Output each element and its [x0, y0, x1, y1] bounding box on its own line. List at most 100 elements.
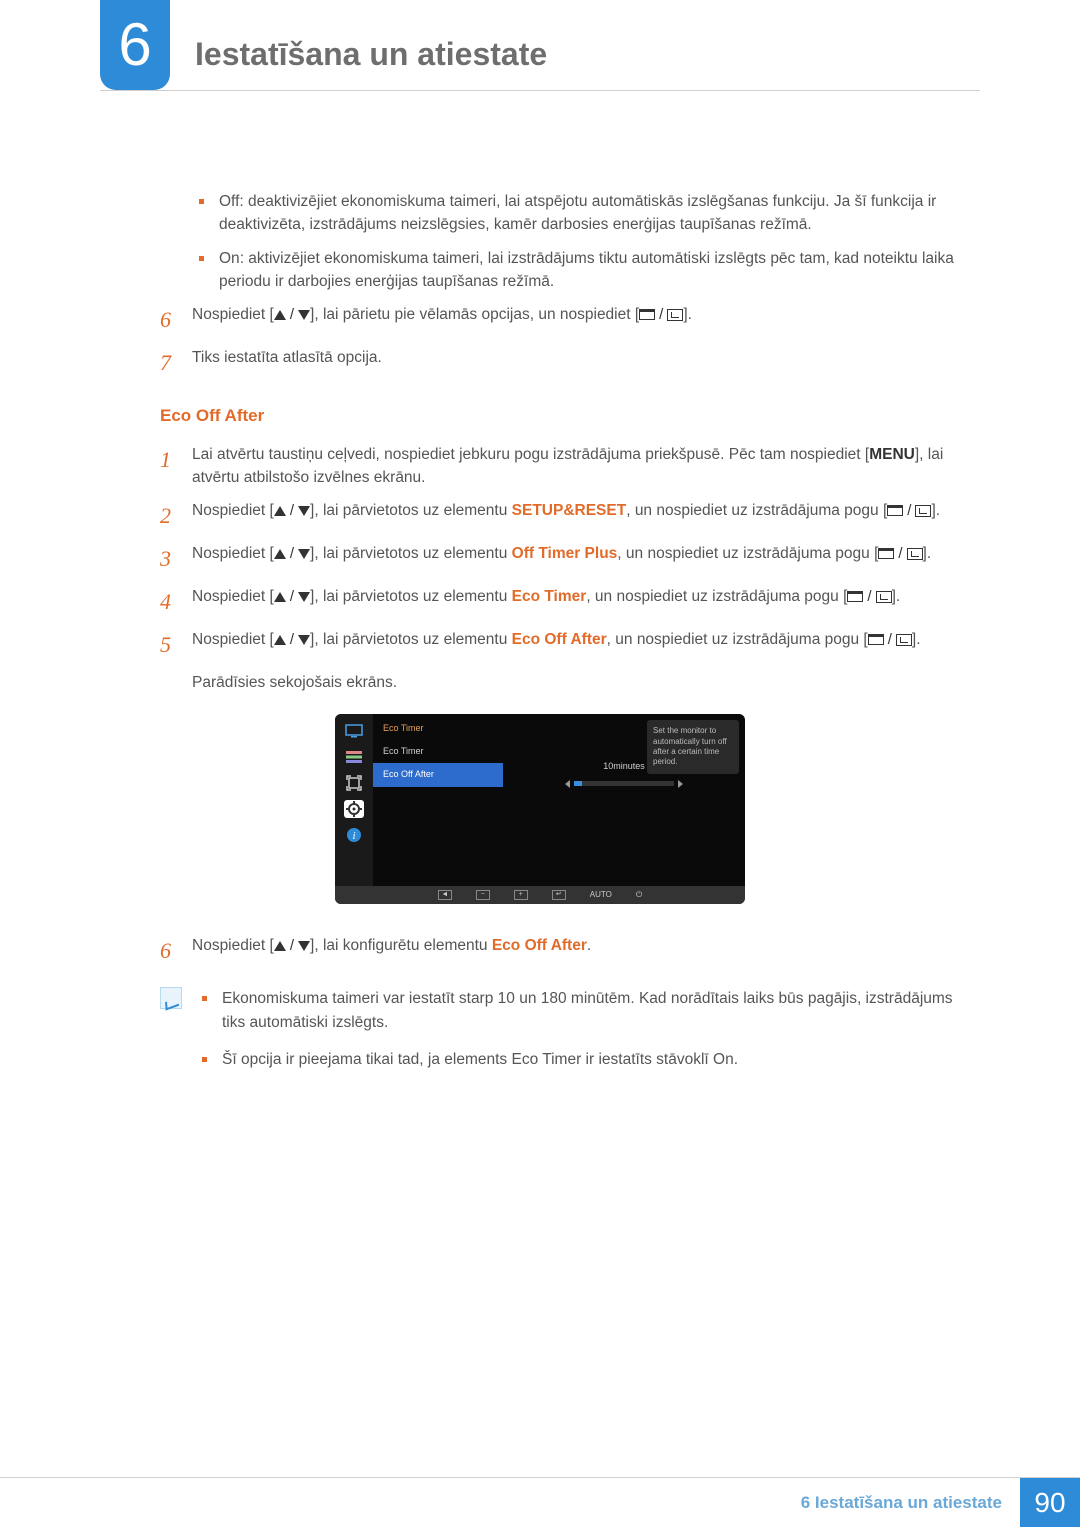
text: ir iestatīts stāvoklī [581, 1051, 713, 1068]
power-icon: ⏻ [636, 889, 642, 901]
subheading-eco-off-after: Eco Off After [160, 403, 980, 429]
text: ]. [923, 545, 932, 562]
text: . [734, 1051, 738, 1068]
step-6-bottom: 6 Nospiediet [/], lai konfigurētu elemen… [160, 934, 980, 967]
text: ], lai pārietu pie vēlamās opcijas, un n… [310, 306, 639, 323]
osd-item-eco-off-after: Eco Off After [373, 763, 503, 787]
step-num: 7 [160, 346, 192, 379]
osd-menu-screenshot: i Eco Timer Eco Timer Eco Off After 10mi… [335, 714, 745, 904]
enter-icon: / [639, 304, 683, 327]
osd-slider [503, 780, 745, 788]
text: Nospiediet [ [192, 937, 274, 954]
updown-icon: / [274, 586, 310, 609]
text: ], lai pārvietotos uz elementu [310, 588, 512, 605]
step-body: Nospiediet [/], lai pārvietotos uz eleme… [192, 542, 980, 565]
chapter-title: Iestatīšana un atiestate [195, 30, 547, 78]
step-num: 6 [160, 303, 192, 336]
step-6-top: 6 Nospiediet [ /], lai pārietu pie vēlamā… [160, 303, 980, 336]
text: Nospiediet [ [192, 306, 274, 323]
updown-icon: / [274, 629, 310, 652]
hl: Eco Timer [512, 588, 587, 605]
osd-item-eco-timer: Eco Timer [373, 740, 503, 764]
on-text: : aktivizējiet ekonomiskuma taimeri, lai… [219, 250, 954, 290]
step-body: Nospiediet [/], lai pārvietotos uz eleme… [192, 628, 980, 651]
step-body: Nospiediet [ / ], lai pārvietotos uz eleme… [192, 499, 980, 522]
osd-bottom-bar: ◄ − + ↵ AUTO ⏻ [335, 886, 745, 904]
text: ]. [931, 502, 940, 519]
step-num: 5 [160, 628, 192, 661]
gear-icon [344, 800, 364, 818]
enter-icon: / [878, 543, 922, 566]
hl: Off Timer Plus [512, 545, 618, 562]
osd-menu-list: Eco Timer Eco Timer Eco Off After [373, 714, 503, 886]
left-arrow-icon [565, 780, 570, 788]
list-icon [344, 748, 364, 766]
text: , un nospiediet uz izstrādājuma pogu [ [586, 588, 847, 605]
step-body: Nospiediet [ /], lai pārietu pie vēlamās … [192, 303, 980, 326]
footer-page: 90 [1020, 1478, 1080, 1527]
note-1: Ekonomiskuma taimeri var iestatīt starp … [198, 987, 980, 1034]
step-num: 4 [160, 585, 192, 618]
osd-menu-title: Eco Timer [373, 718, 503, 740]
text: Nospiediet [ [192, 631, 274, 648]
text: Nospiediet [ [192, 502, 274, 519]
step-3: 3 Nospiediet [/], lai pārvietotos uz ele… [160, 542, 980, 575]
text: . [587, 937, 591, 954]
step-7-top: 7 Tiks iestatīta atlasītā opcija. [160, 346, 980, 379]
note-2: Šī opcija ir pieejama tikai tad, ja elem… [198, 1048, 980, 1071]
svg-text:i: i [352, 830, 355, 842]
enter-icon: / [868, 629, 912, 652]
step-num: 3 [160, 542, 192, 575]
slider-fill [574, 781, 582, 786]
chapter-tab: 6 [100, 0, 170, 90]
hl: SETUP&RESET [512, 502, 627, 519]
osd-sidebar: i [335, 714, 373, 886]
updown-icon: / [274, 543, 310, 566]
step-body: Nospiediet [/], lai konfigurētu elementu… [192, 934, 980, 957]
on-label: On [219, 250, 240, 267]
text: ], lai pārvietotos uz elementu [310, 502, 512, 519]
enter-icon: / [847, 586, 891, 609]
note-bullets: Ekonomiskuma taimeri var iestatīt starp … [198, 987, 980, 1085]
text: , un nospiediet uz izstrādājuma pogu [ [607, 631, 868, 648]
step-2: 2 Nospiediet [ / ], lai pārvietotos uz ele… [160, 499, 980, 532]
resize-icon [344, 774, 364, 792]
hl: Eco Off After [512, 631, 607, 648]
follow-text: Parādīsies sekojošais ekrāns. [192, 671, 980, 694]
enter-icon: / [887, 500, 931, 523]
right-arrow-icon [678, 780, 683, 788]
hl: On [713, 1051, 734, 1068]
back-icon: ◄ [438, 890, 452, 900]
step-num: 1 [160, 443, 192, 476]
text: , un nospiediet uz izstrādājuma pogu [ [617, 545, 878, 562]
text: Nospiediet [ [192, 588, 274, 605]
text: ]. [912, 631, 921, 648]
plus-icon: + [514, 890, 528, 900]
footer-text: 6 Iestatīšana un atiestate [801, 1478, 1020, 1527]
text: ]. [892, 588, 901, 605]
text: Lai atvērtu taustiņu ceļvedi, nospiediet… [192, 446, 869, 463]
note-icon [160, 987, 182, 1009]
step-5: 5 Nospiediet [/], lai pārvietotos uz ele… [160, 628, 980, 661]
divider [100, 90, 980, 91]
top-bullet-list: Off: deaktivizējiet ekonomiskuma taimeri… [195, 190, 980, 293]
step-body: Tiks iestatīta atlasītā opcija. [192, 346, 980, 369]
text: ]. [683, 306, 692, 323]
footer: 6 Iestatīšana un atiestate 90 [0, 1477, 1080, 1527]
auto-label: AUTO [590, 889, 612, 901]
step-body: Lai atvērtu taustiņu ceļvedi, nospiediet… [192, 443, 980, 490]
minus-icon: − [476, 890, 490, 900]
text: ], lai pārvietotos uz elementu [310, 631, 512, 648]
text: , un nospiediet uz izstrādājuma pogu [ [626, 502, 887, 519]
info-icon: i [344, 826, 364, 844]
slider-track [574, 781, 674, 786]
menu-label: MENU [869, 446, 915, 463]
step-num: 2 [160, 499, 192, 532]
text: Šī opcija ir pieejama tikai tad, ja elem… [222, 1051, 511, 1068]
text: Nospiediet [ [192, 545, 274, 562]
note-block: Ekonomiskuma taimeri var iestatīt starp … [160, 987, 980, 1085]
off-label: Off [219, 193, 239, 210]
content-area: Off: deaktivizējiet ekonomiskuma taimeri… [100, 190, 980, 1085]
enter-icon: ↵ [552, 890, 566, 900]
off-text: : deaktivizējiet ekonomiskuma taimeri, l… [219, 193, 936, 233]
